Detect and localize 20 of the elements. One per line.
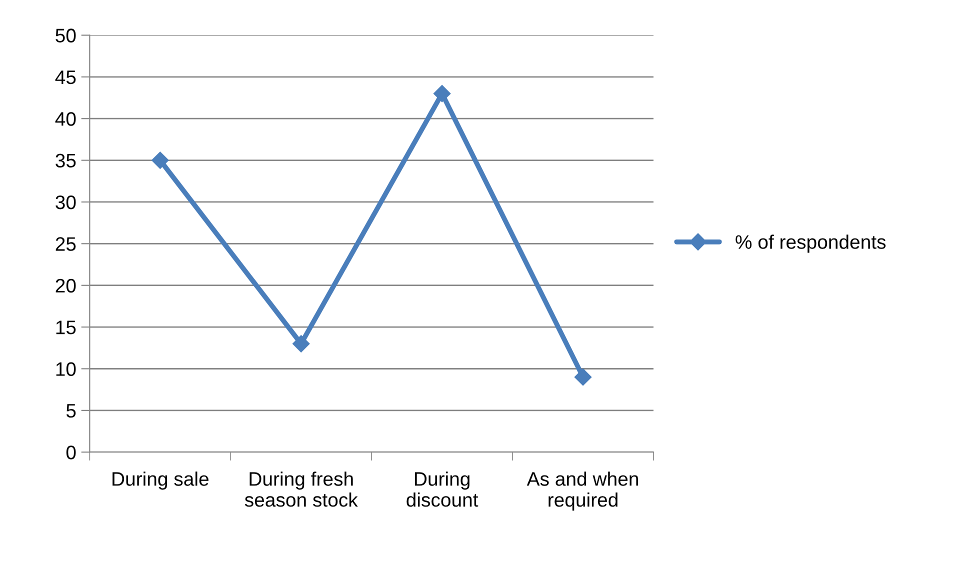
x-tick-label: During fresh season stock <box>244 472 358 507</box>
y-tick-label: 10 <box>56 362 76 376</box>
y-tick-label: 0 <box>66 446 76 460</box>
y-tick-label: 40 <box>55 112 76 126</box>
x-tick-label: During sale <box>112 472 208 490</box>
legend-label: % of respondents <box>736 234 886 253</box>
y-tick-label: 5 <box>66 404 76 418</box>
y-tick-label: 20 <box>56 278 76 293</box>
y-tick-label: 35 <box>56 154 76 168</box>
point <box>292 335 310 352</box>
point <box>434 85 451 102</box>
x-tick-label: During discount <box>406 472 478 507</box>
point <box>152 152 169 169</box>
y-tick-label: 25 <box>56 237 76 251</box>
x-tick-label: As and when required <box>526 472 638 511</box>
y-tick-label: 15 <box>56 320 76 334</box>
point <box>574 368 592 386</box>
y-tick-label: 30 <box>56 195 76 210</box>
y-tick-label: 45 <box>55 70 76 84</box>
y-tick-label: 50 <box>56 28 76 42</box>
